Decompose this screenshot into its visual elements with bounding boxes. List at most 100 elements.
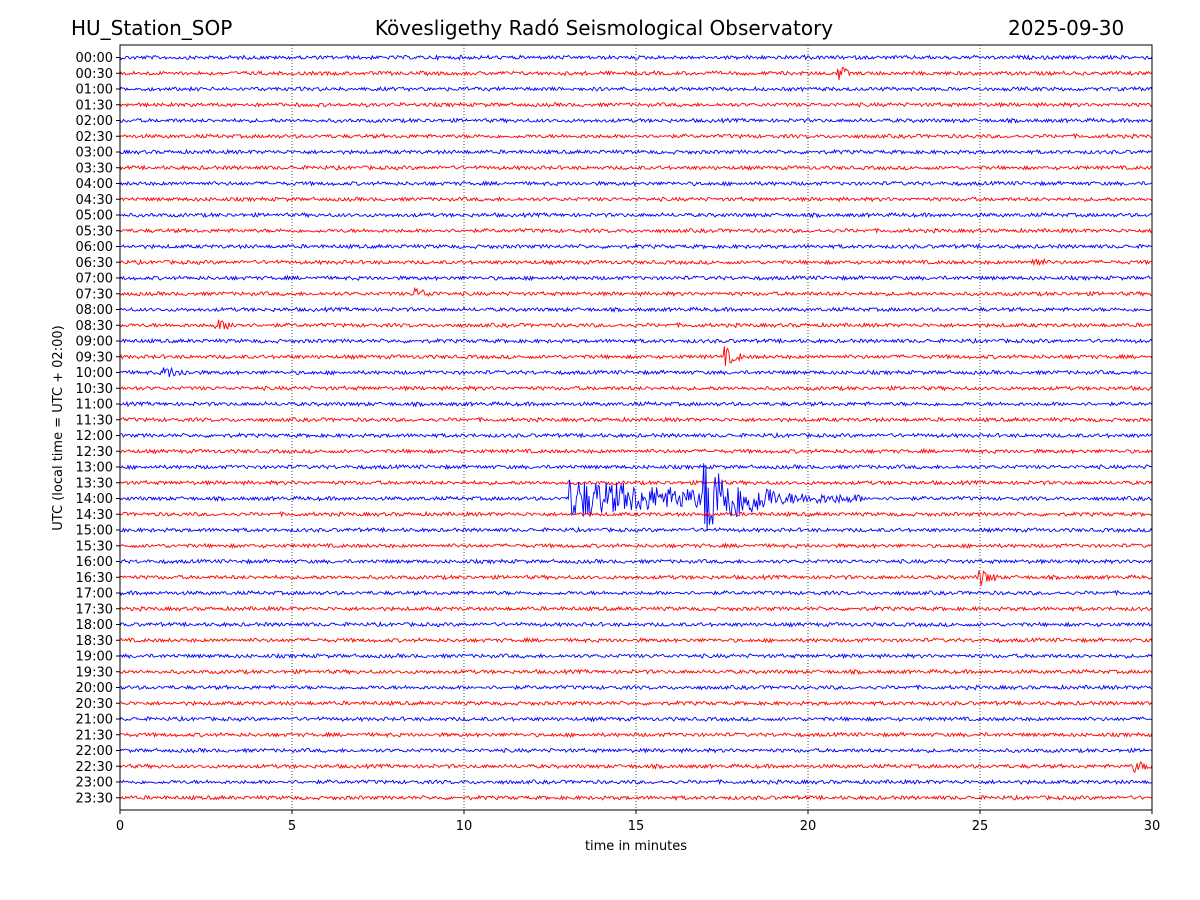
seismogram-traces xyxy=(119,54,1153,802)
y-tick-label: 17:30 xyxy=(76,602,113,617)
y-tick-label: 21:00 xyxy=(76,713,113,728)
trace-0230 xyxy=(119,133,1153,140)
y-tick-label: 06:00 xyxy=(76,240,113,255)
trace-1730 xyxy=(119,605,1152,612)
trace-0500 xyxy=(119,211,1153,219)
trace-2100 xyxy=(119,715,1153,723)
trace-0430 xyxy=(119,195,1153,203)
x-tick-label: 25 xyxy=(972,819,989,834)
trace-1830 xyxy=(119,636,1153,644)
y-tick-label: 20:30 xyxy=(76,697,113,712)
trace-1400 xyxy=(119,463,1153,532)
y-tick-label: 03:30 xyxy=(76,161,113,176)
trace-0000 xyxy=(119,54,1153,61)
trace-0100 xyxy=(119,85,1153,93)
trace-0800 xyxy=(119,306,1153,313)
y-tick-label: 12:00 xyxy=(76,429,113,444)
trace-1500 xyxy=(119,526,1153,534)
trace-2030 xyxy=(119,699,1153,707)
trace-0330 xyxy=(119,164,1153,172)
trace-0600 xyxy=(119,243,1153,250)
trace-1100 xyxy=(119,400,1153,408)
grid-lines xyxy=(291,45,981,810)
y-tick-label: 05:00 xyxy=(76,209,113,224)
y-tick-label: 16:00 xyxy=(76,555,113,570)
trace-1030 xyxy=(119,385,1153,392)
trace-2300 xyxy=(119,778,1153,786)
trace-1200 xyxy=(119,431,1153,439)
y-tick-label: 23:30 xyxy=(76,791,113,806)
y-tick-label: 22:30 xyxy=(76,760,113,775)
y-tick-label: 09:30 xyxy=(76,350,113,365)
trace-0700 xyxy=(119,274,1153,282)
trace-2200 xyxy=(119,747,1153,754)
trace-0830 xyxy=(119,319,1153,330)
y-tick-label: 00:30 xyxy=(76,67,113,82)
y-tick-label: 00:00 xyxy=(76,51,113,66)
chart-title: Kövesligethy Radó Seismological Observat… xyxy=(374,16,834,40)
trace-1630 xyxy=(119,570,1153,586)
trace-1800 xyxy=(119,620,1153,628)
trace-0400 xyxy=(119,180,1153,187)
y-axis: 00:0000:3001:0001:3002:0002:3003:0003:30… xyxy=(76,51,120,806)
y-tick-label: 04:00 xyxy=(76,177,113,192)
y-tick-label: 18:00 xyxy=(76,618,113,633)
x-axis: 0 5 10 15 20 25 30 xyxy=(116,810,1160,834)
y-tick-label: 23:00 xyxy=(76,776,113,791)
y-tick-label: 08:30 xyxy=(76,319,113,334)
y-tick-label: 01:30 xyxy=(76,98,113,113)
y-tick-label: 06:30 xyxy=(76,256,113,271)
trace-1330 xyxy=(119,479,1153,487)
trace-0030 xyxy=(119,67,1153,81)
trace-0530 xyxy=(119,227,1153,235)
y-tick-label: 13:30 xyxy=(76,476,113,491)
y-tick-label: 09:00 xyxy=(76,335,113,350)
y-tick-label: 11:00 xyxy=(76,398,113,413)
y-tick-label: 10:30 xyxy=(76,382,113,397)
trace-2000 xyxy=(119,684,1153,691)
trace-0130 xyxy=(119,101,1153,109)
y-tick-label: 12:30 xyxy=(76,445,113,460)
trace-0900 xyxy=(120,337,1153,345)
trace-0630 xyxy=(119,257,1152,267)
y-tick-label: 05:30 xyxy=(76,224,113,239)
y-tick-label: 07:30 xyxy=(76,287,113,302)
y-tick-label: 13:00 xyxy=(76,461,113,476)
x-tick-label: 0 xyxy=(116,819,124,834)
y-tick-label: 21:30 xyxy=(76,728,113,743)
trace-0730 xyxy=(119,286,1153,298)
trace-1130 xyxy=(119,416,1153,423)
x-axis-label: time in minutes xyxy=(585,839,687,854)
y-tick-label: 02:00 xyxy=(76,114,113,129)
station-name: HU_Station_SOP xyxy=(71,16,233,40)
y-tick-label: 19:30 xyxy=(76,665,113,680)
y-tick-label: 11:30 xyxy=(76,413,113,428)
trace-1430 xyxy=(119,510,1153,518)
y-tick-label: 15:00 xyxy=(76,524,113,539)
y-tick-label: 22:00 xyxy=(76,744,113,759)
y-tick-label: 19:00 xyxy=(76,650,113,665)
y-axis-label: UTC (local time = UTC + 02:00) xyxy=(51,325,66,530)
trace-1700 xyxy=(119,589,1153,597)
y-tick-label: 16:30 xyxy=(76,571,113,586)
y-tick-label: 02:30 xyxy=(76,130,113,145)
y-tick-label: 04:30 xyxy=(76,193,113,208)
trace-1900 xyxy=(119,652,1153,660)
trace-2230 xyxy=(119,761,1153,774)
y-tick-label: 14:00 xyxy=(76,492,113,507)
trace-1530 xyxy=(119,542,1153,550)
trace-1000 xyxy=(119,366,1153,378)
x-tick-label: 10 xyxy=(456,819,473,834)
y-tick-label: 20:00 xyxy=(76,681,113,696)
trace-0930 xyxy=(119,346,1153,366)
y-tick-label: 17:00 xyxy=(76,587,113,602)
trace-0300 xyxy=(119,148,1153,156)
y-tick-label: 14:30 xyxy=(76,508,113,523)
chart-date: 2025-09-30 xyxy=(1008,16,1125,40)
y-tick-label: 18:30 xyxy=(76,634,113,649)
y-tick-label: 08:00 xyxy=(76,303,113,318)
trace-1300 xyxy=(119,463,1153,471)
trace-1600 xyxy=(119,558,1153,565)
x-tick-label: 20 xyxy=(800,819,817,834)
